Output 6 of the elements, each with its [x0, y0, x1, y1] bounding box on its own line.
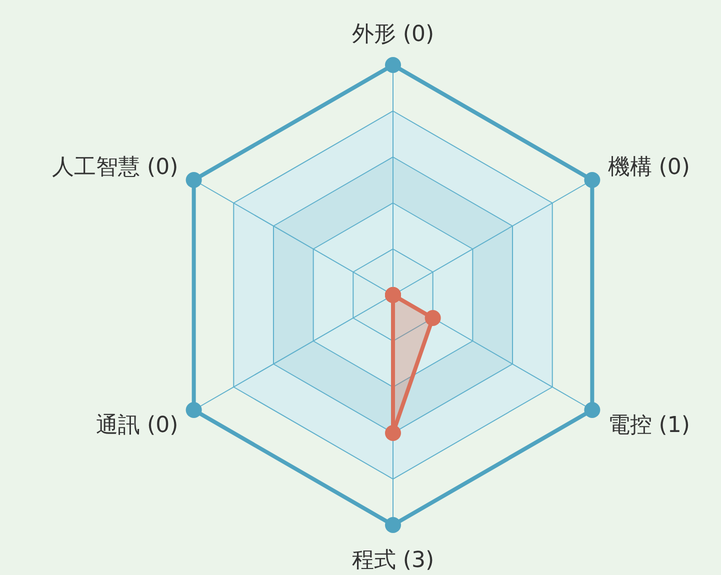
spoke-label: 機構 (0) [608, 155, 690, 180]
spoke-label: 通訊 (0) [96, 413, 178, 438]
spoke-label: 程式 (3) [352, 548, 434, 573]
spoke-label: 外形 (0) [352, 22, 434, 47]
spoke-label: 電控 (1) [608, 413, 690, 438]
spoke-label: 人工智慧 (0) [52, 155, 178, 180]
